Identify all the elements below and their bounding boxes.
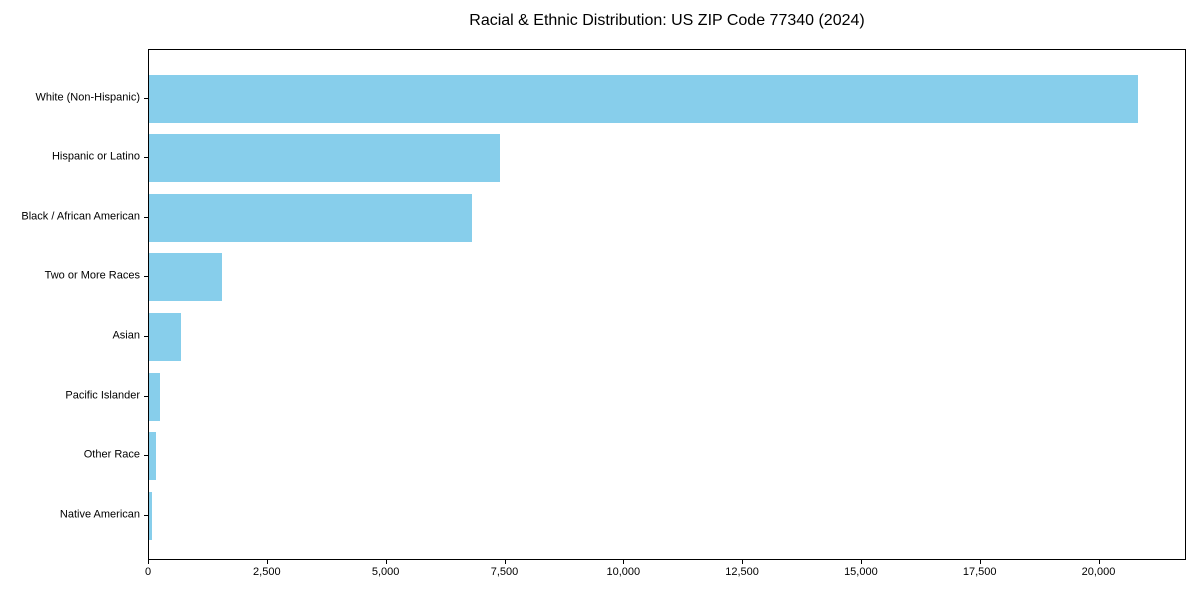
xtick-mark xyxy=(1098,560,1100,564)
ytick-mark xyxy=(144,514,148,516)
xtick-mark xyxy=(979,560,981,564)
ytick-label-other-race: Other Race xyxy=(83,448,140,461)
xtick-label-0: 0 xyxy=(144,566,152,578)
xtick-label-17500: 17,500 xyxy=(962,566,997,578)
ytick-mark xyxy=(144,455,148,457)
bar-pacific-islander xyxy=(149,372,160,421)
ytick-mark xyxy=(144,216,148,218)
xtick-label-2500: 2,500 xyxy=(253,566,281,578)
ytick-label-native-american: Native American xyxy=(59,508,140,521)
xtick-label-5000: 5,000 xyxy=(371,566,400,578)
ytick-mark xyxy=(144,395,148,397)
ytick-label-two-or-more-races: Two or More Races xyxy=(44,269,140,282)
xtick-label-15000: 15,000 xyxy=(844,566,878,578)
bar-white-non-hispanic xyxy=(149,74,1138,123)
xtick-label-7500: 7,500 xyxy=(490,566,519,578)
ytick-mark xyxy=(144,276,148,278)
xtick-mark xyxy=(623,560,625,564)
ytick-label-pacific-islander: Pacific Islander xyxy=(65,389,140,402)
xtick-mark xyxy=(148,560,149,564)
bar-black-african-american xyxy=(149,193,472,242)
xtick-mark xyxy=(860,560,862,564)
bar-other-race xyxy=(149,432,156,481)
ytick-label-white-non-hispanic: White (Non-Hispanic) xyxy=(35,91,140,103)
xtick-mark xyxy=(504,560,506,564)
xtick-label-10000: 10,000 xyxy=(606,566,641,578)
bar-native-american xyxy=(149,491,153,540)
ytick-label-asian: Asian xyxy=(112,329,140,342)
xtick-label-20000: 20,000 xyxy=(1081,566,1116,578)
plot-area xyxy=(148,49,1186,560)
xtick-mark xyxy=(742,560,744,564)
ytick-label-hispanic-or-latino: Hispanic or Latino xyxy=(51,150,140,163)
ytick-mark xyxy=(144,336,148,338)
bar-two-or-more-races xyxy=(149,253,223,302)
ytick-mark xyxy=(144,97,148,99)
bar-hispanic-or-latino xyxy=(149,134,501,183)
bar-asian xyxy=(149,313,181,362)
chart-title: Racial & Ethnic Distribution: US ZIP Cod… xyxy=(469,12,865,29)
ytick-mark xyxy=(144,157,148,159)
xtick-mark xyxy=(266,560,268,564)
ytick-label-black-african-american: Black / African American xyxy=(21,210,140,223)
xtick-mark xyxy=(385,560,387,564)
xtick-label-12500: 12,500 xyxy=(725,566,759,578)
